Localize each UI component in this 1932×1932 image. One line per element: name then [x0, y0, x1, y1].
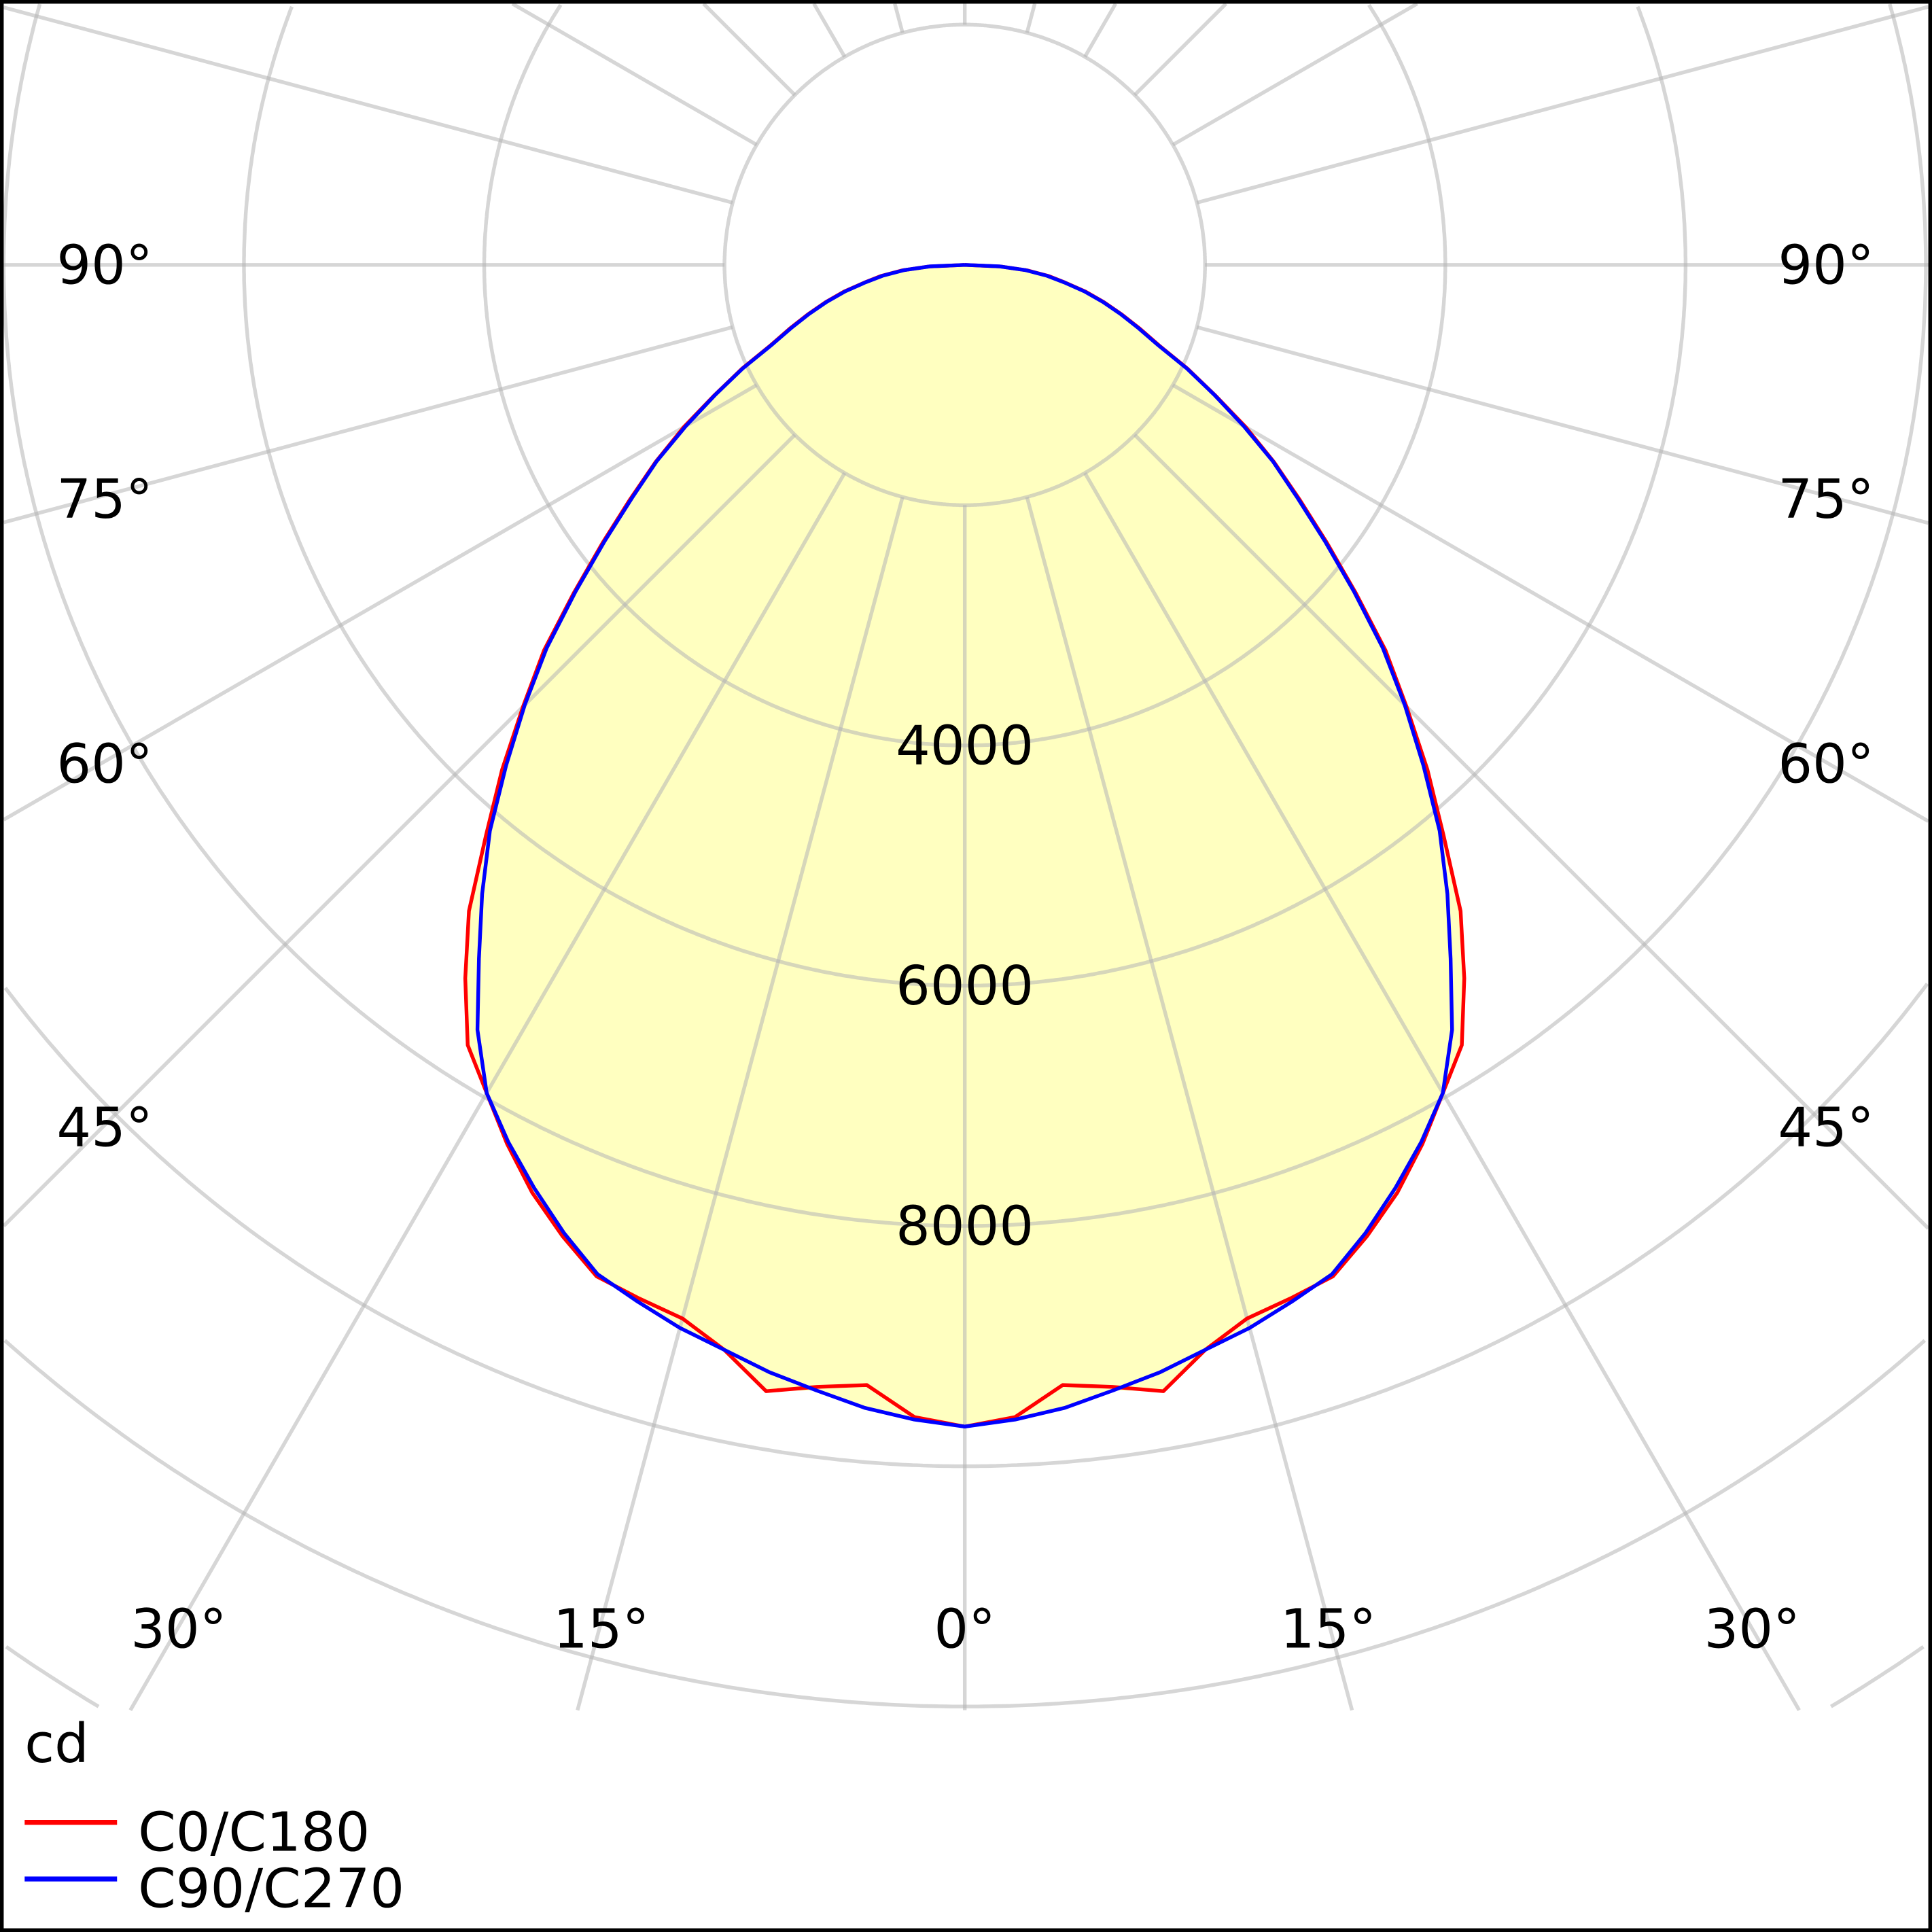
series-curve-c90-c270 [475, 263, 1454, 1428]
grid-radial-line [511, 2, 758, 147]
intensity-curves [463, 263, 1466, 1428]
angle-label-left: 45° [56, 1096, 152, 1159]
grid-radial-line [1172, 383, 1929, 823]
angle-label-left: 75° [56, 468, 152, 531]
grid-radial-line [576, 496, 904, 1711]
grid-circle [3, 1339, 1927, 1708]
unit-label: cd [24, 1712, 89, 1775]
grid-radial-line [3, 5, 733, 205]
radial-tick-label: 8000 [896, 1195, 1034, 1258]
legend-label-c0: C0/C180 [138, 1800, 370, 1863]
grid-circle [5, 1645, 1925, 1708]
angle-label-right: 75° [1778, 468, 1874, 531]
angle-label-left: 60° [56, 733, 152, 796]
grid-radial-line [1172, 2, 1418, 147]
grid-circle [242, 5, 1688, 988]
angle-label-right: 45° [1778, 1096, 1874, 1159]
grid-radial-line [1025, 3, 1037, 33]
angle-label-bottom: 15° [553, 1597, 649, 1660]
grid-radial-line [1133, 433, 1930, 1230]
grid-circle [1, 3, 1928, 1228]
legend-label-c90: C90/C270 [138, 1857, 404, 1920]
grid-radial-line [3, 383, 758, 822]
grid-radial-line [1133, 2, 1227, 96]
legend: cd C0/C180 C90/C270 [24, 1712, 404, 1920]
angle-label-bottom: 15° [1280, 1597, 1376, 1660]
grid-radial-line [812, 3, 847, 58]
angle-label-right: 60° [1778, 733, 1874, 796]
grid-radial-line [1025, 496, 1354, 1711]
axis-labels: 90° 75° 60° 45° 90° 75° 60° 45° 30° 15° 0° 15° 30° 40… [56, 233, 1874, 1660]
radial-tick-label: 6000 [896, 954, 1034, 1017]
angle-label-bottom: 30° [1704, 1597, 1800, 1660]
angle-label-bottom: 30° [130, 1597, 226, 1660]
grid-radial-line [3, 325, 733, 525]
grid-radial-line [2, 433, 796, 1227]
angle-label-right: 90° [1778, 233, 1874, 296]
grid-circle [482, 3, 1447, 748]
grid-radial-line [1083, 3, 1117, 58]
polar-grid [1, 2, 1930, 1711]
angle-label-left: 90° [56, 233, 152, 296]
grid-radial-line [1196, 325, 1929, 525]
grid-radial-line [1196, 5, 1929, 205]
radial-tick-label: 4000 [896, 714, 1034, 777]
grid-circle [3, 982, 1929, 1469]
angle-label-bottom: 0° [934, 1597, 996, 1660]
grid-radial-line [702, 2, 796, 96]
grid-radial-line [893, 3, 904, 33]
